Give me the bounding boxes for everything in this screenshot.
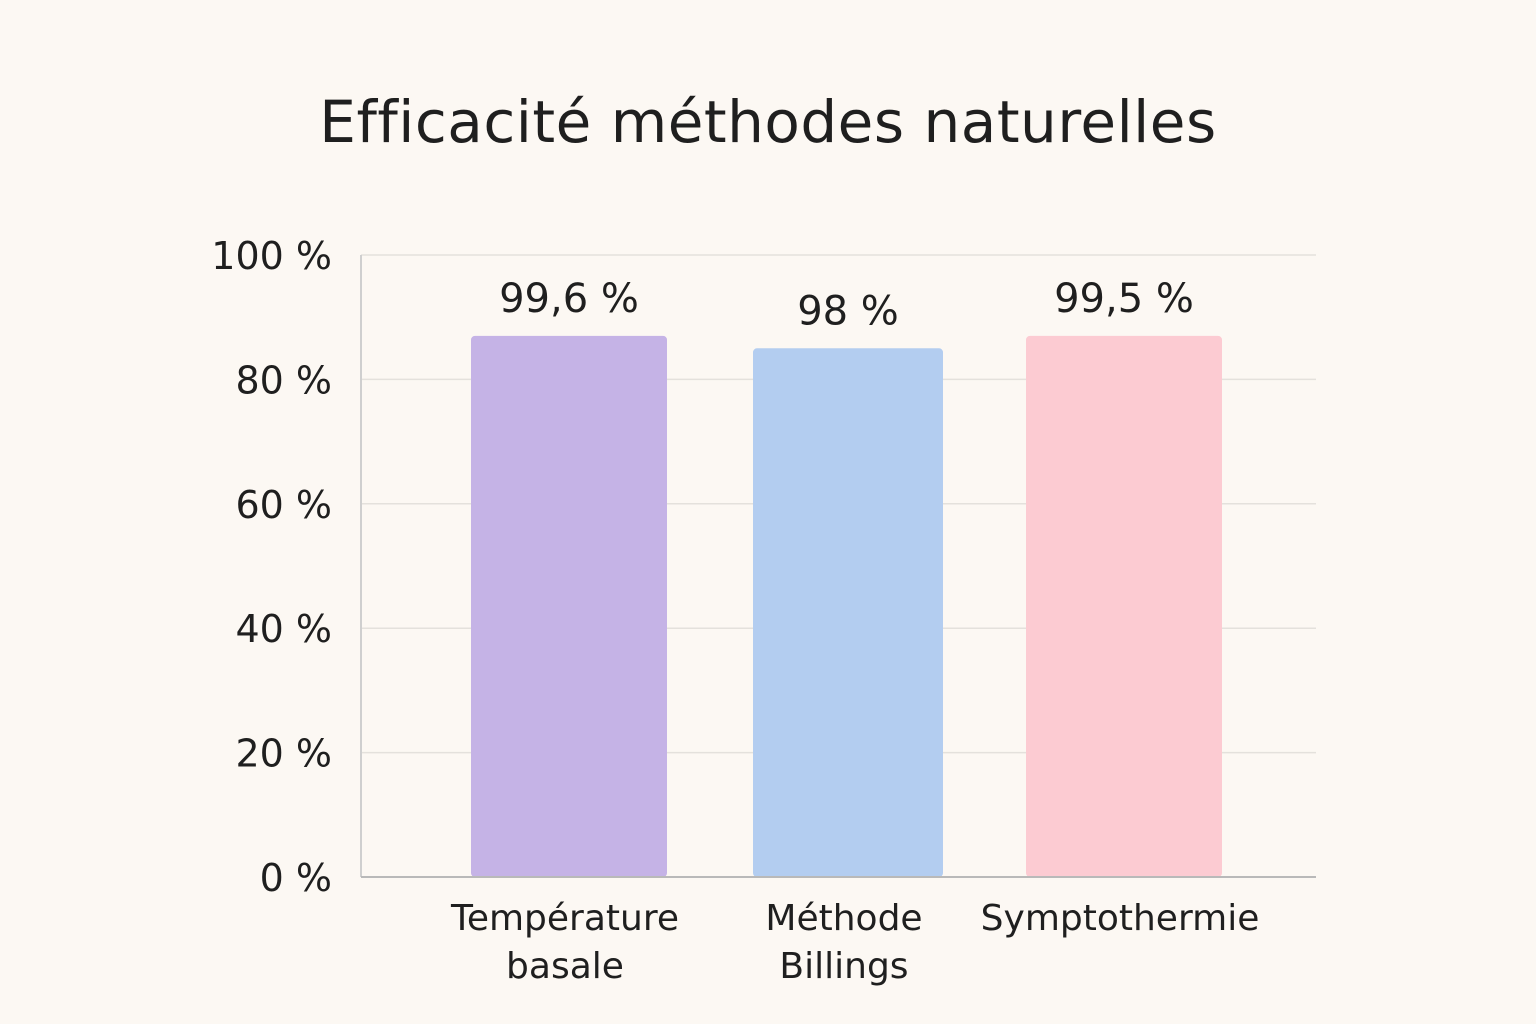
- data-labels: 99,6 % 98 % 99,5 %: [499, 276, 1194, 334]
- bar: [471, 335, 667, 877]
- data-label: 99,6 %: [499, 276, 639, 322]
- x-tick-label: Billings: [779, 946, 908, 987]
- x-tick-label: Température: [450, 898, 679, 939]
- bar: [1026, 335, 1222, 877]
- y-tick-label: 60 %: [235, 483, 332, 527]
- y-tick-label: 100 %: [211, 234, 332, 278]
- x-tick-label: basale: [506, 946, 624, 987]
- x-tick-label: Méthode: [765, 898, 922, 939]
- data-label: 98 %: [797, 288, 899, 334]
- axes: [360, 255, 1316, 878]
- x-tick-label: Symptothermie: [981, 898, 1260, 939]
- y-tick-label: 80 %: [235, 358, 332, 402]
- bar: [753, 348, 943, 877]
- bars: [471, 335, 1222, 877]
- y-axis-tick-labels: 0 % 20 % 40 % 60 % 80 % 100 %: [211, 234, 332, 900]
- y-tick-label: 0 %: [260, 856, 332, 900]
- chart-title: Efficacité méthodes naturelles: [319, 88, 1217, 156]
- data-label: 99,5 %: [1054, 276, 1194, 322]
- y-tick-label: 40 %: [235, 607, 332, 651]
- x-axis-tick-labels: Température basale Méthode Billings Symptoth…: [450, 898, 1259, 987]
- y-tick-label: 20 %: [235, 732, 332, 776]
